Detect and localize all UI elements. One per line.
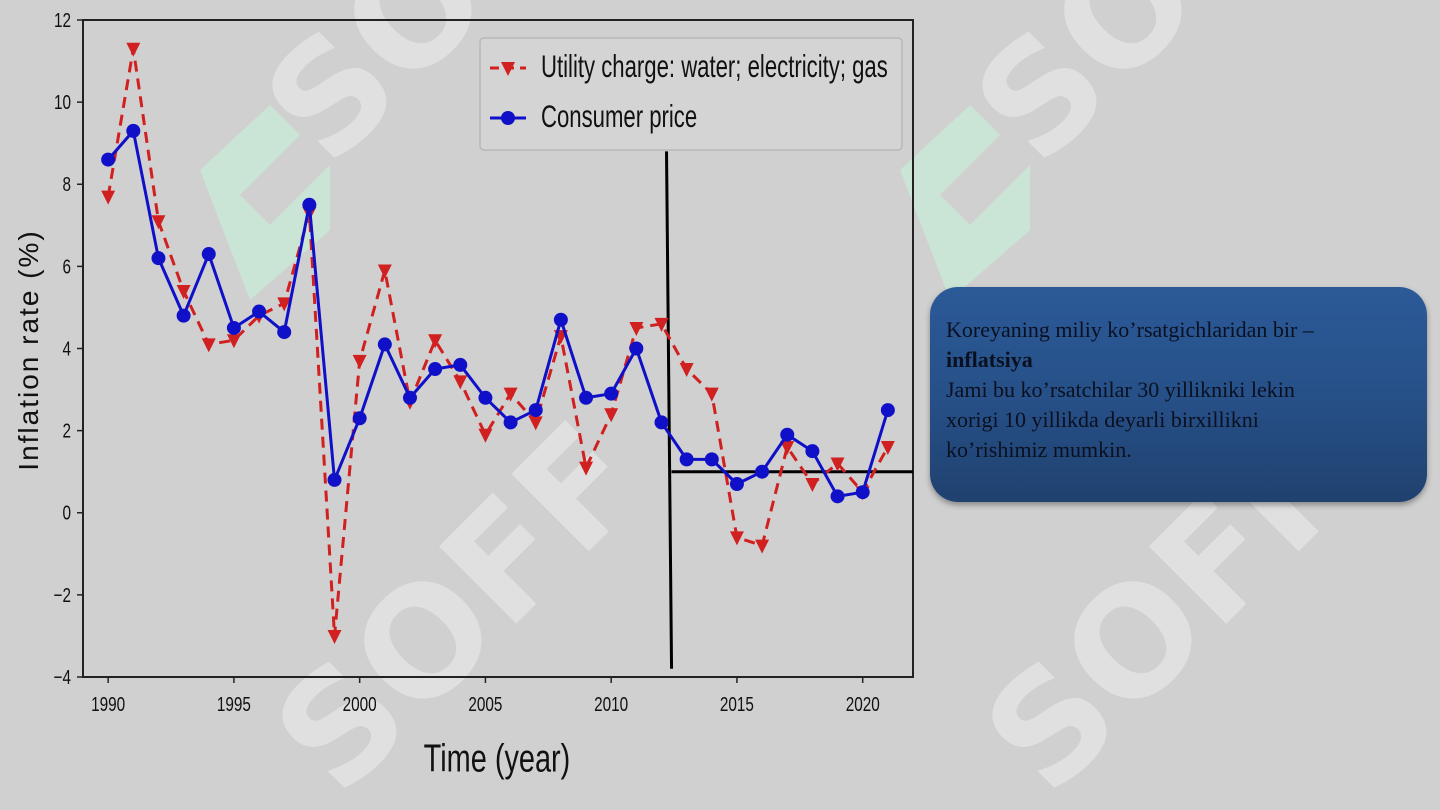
- data-point: [654, 415, 669, 430]
- data-point: [654, 317, 669, 332]
- y-tick-label: −4: [54, 666, 71, 689]
- y-tick-label: 0: [62, 502, 71, 525]
- data-point: [679, 363, 694, 378]
- data-point: [101, 190, 116, 205]
- data-point: [880, 441, 895, 456]
- y-axis: −4 −2 0 2 4 6 8 10 12: [54, 9, 83, 689]
- x-tick-label: 2005: [468, 693, 502, 716]
- data-point: [604, 408, 619, 423]
- data-point: [629, 341, 644, 356]
- data-point: [880, 403, 895, 418]
- x-axis: 1990 1995 2000 2005 2010 2015 2020: [91, 677, 880, 716]
- data-point: [428, 362, 443, 377]
- data-point: [780, 427, 795, 442]
- watermark-logo-icon: [900, 105, 1030, 300]
- y-tick-label: 2: [62, 420, 71, 443]
- data-point: [805, 478, 820, 493]
- x-tick-label: 2010: [594, 693, 628, 716]
- x-tick-label: 2020: [846, 693, 880, 716]
- data-point: [277, 325, 292, 340]
- x-tick-label: 2000: [343, 693, 377, 716]
- data-point: [201, 338, 216, 353]
- info-line-5: ko’rishimiz mumkin.: [946, 437, 1132, 462]
- watermark-text: SOFF: [942, 0, 1377, 195]
- data-point: [704, 452, 719, 467]
- legend: Utility charge: water; electricity; gas C…: [479, 37, 903, 151]
- data-point: [528, 416, 543, 431]
- data-point: [579, 461, 594, 476]
- y-tick-label: 8: [62, 173, 71, 196]
- data-point: [503, 387, 518, 402]
- info-line-2: inflatsiya: [946, 347, 1033, 372]
- data-point: [327, 629, 342, 644]
- x-tick-label: 1995: [217, 693, 251, 716]
- data-point: [679, 452, 694, 467]
- data-point: [176, 285, 191, 300]
- info-line-4: xorigi 10 yillikda deyarli birxillikni: [946, 407, 1259, 432]
- y-tick-label: 10: [54, 91, 71, 114]
- data-point: [503, 415, 518, 430]
- info-box: Koreyaning miliy ko’rsatgichlaridan bir …: [930, 287, 1427, 502]
- data-point: [604, 386, 619, 401]
- data-point: [453, 357, 468, 372]
- data-point: [729, 477, 744, 492]
- y-tick-label: 12: [54, 9, 71, 32]
- x-tick-label: 1990: [91, 693, 125, 716]
- data-point: [277, 297, 292, 312]
- data-point: [553, 312, 568, 327]
- data-point: [176, 308, 191, 323]
- y-axis-title: Inflation rate (%): [13, 229, 44, 470]
- data-point: [453, 375, 468, 390]
- data-point: [478, 428, 493, 443]
- data-point: [830, 457, 845, 472]
- data-point: [755, 539, 770, 554]
- watermark-logo-shape: [900, 105, 1030, 300]
- annotation-line: [665, 151, 674, 669]
- data-point: [226, 320, 241, 335]
- data-point: [780, 441, 795, 456]
- data-point: [478, 390, 493, 405]
- data-point: [352, 354, 367, 369]
- data-point: [855, 485, 870, 500]
- data-point: [729, 531, 744, 546]
- info-line-3: Jami bu ko’rsatchilar 30 yillikniki leki…: [946, 377, 1295, 402]
- data-point: [805, 444, 820, 459]
- legend-marker: [501, 62, 515, 76]
- x-axis-title: Time (year): [424, 737, 571, 780]
- y-tick-label: −2: [54, 584, 71, 607]
- data-point: [402, 390, 417, 405]
- x-tick-label: 2015: [720, 693, 754, 716]
- data-point: [101, 152, 116, 167]
- data-point: [377, 337, 392, 352]
- y-tick-label: 6: [62, 255, 71, 278]
- series-layer: [101, 42, 895, 644]
- data-point: [201, 247, 216, 262]
- data-point: [327, 472, 342, 487]
- legend-label: Utility charge: water; electricity; gas: [541, 49, 888, 84]
- data-point: [252, 304, 267, 319]
- data-point: [830, 489, 845, 504]
- data-point: [377, 264, 392, 279]
- legend-box: [479, 37, 903, 151]
- data-point: [126, 123, 141, 138]
- y-tick-label: 4: [62, 337, 71, 360]
- data-point: [629, 321, 644, 336]
- info-line-1: Koreyaning miliy ko’rsatgichlaridan bir …: [946, 317, 1314, 342]
- legend-marker: [501, 111, 515, 125]
- data-point: [704, 387, 719, 402]
- data-point: [528, 403, 543, 418]
- annotations: [665, 151, 913, 669]
- data-point: [126, 42, 141, 57]
- data-point: [755, 464, 770, 479]
- data-point: [352, 411, 367, 426]
- data-point: [151, 251, 166, 266]
- data-point: [302, 197, 317, 212]
- data-point: [151, 215, 166, 230]
- data-point: [226, 334, 241, 349]
- data-point: [579, 390, 594, 405]
- data-point: [428, 334, 443, 349]
- legend-label: Consumer price: [541, 99, 697, 134]
